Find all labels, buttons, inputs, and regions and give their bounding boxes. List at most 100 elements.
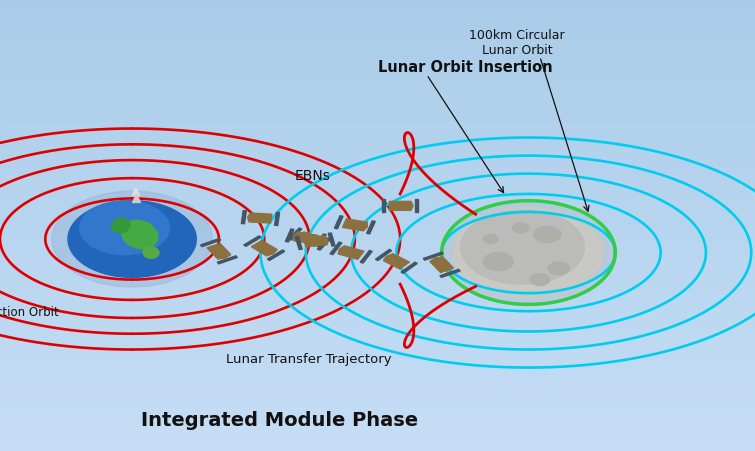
Bar (0, 108, 755, 110)
Polygon shape (285, 229, 294, 242)
Bar (0, 180, 755, 183)
Bar (0, 311, 755, 313)
Bar (0, 106, 755, 108)
Bar (0, 151, 755, 153)
Bar (0, 275, 755, 277)
Bar (0, 356, 755, 359)
Bar (0, 410, 755, 413)
Bar (0, 368, 755, 370)
Bar (0, 214, 755, 216)
Bar (0, 158, 755, 160)
Polygon shape (430, 257, 454, 272)
Bar (0, 63, 755, 65)
Bar (0, 291, 755, 293)
Bar (0, 257, 755, 259)
Bar (0, 363, 755, 365)
Bar (0, 289, 755, 291)
Circle shape (534, 226, 561, 243)
Bar (0, 124, 755, 126)
Polygon shape (304, 236, 328, 247)
Bar (0, 372, 755, 374)
Text: Integrated Module Phase: Integrated Module Phase (140, 411, 418, 430)
Bar (0, 117, 755, 120)
Bar (0, 370, 755, 372)
Bar (0, 413, 755, 415)
Bar (0, 160, 755, 162)
Bar (0, 120, 755, 122)
Polygon shape (275, 212, 279, 226)
Text: ction Orbit: ction Orbit (0, 306, 59, 319)
Bar (0, 90, 755, 92)
Polygon shape (401, 262, 418, 273)
Bar (0, 149, 755, 151)
Bar (0, 404, 755, 406)
Bar (0, 198, 755, 201)
Bar (0, 338, 755, 341)
Bar (0, 440, 755, 442)
Bar (0, 95, 755, 97)
Bar (0, 383, 755, 386)
Polygon shape (317, 238, 331, 250)
Bar (0, 196, 755, 198)
Bar (0, 99, 755, 101)
Bar (0, 442, 755, 444)
Polygon shape (242, 211, 246, 224)
Bar (0, 187, 755, 189)
Bar (0, 325, 755, 327)
Bar (0, 284, 755, 286)
Polygon shape (207, 244, 231, 259)
Polygon shape (367, 221, 375, 234)
Bar (0, 428, 755, 431)
Bar (0, 374, 755, 377)
Bar (0, 381, 755, 383)
Bar (0, 415, 755, 417)
Ellipse shape (122, 221, 158, 249)
Bar (0, 422, 755, 424)
Bar (0, 122, 755, 124)
Bar (0, 68, 755, 70)
Bar (0, 336, 755, 338)
Polygon shape (318, 234, 326, 247)
Bar (0, 437, 755, 440)
Polygon shape (424, 252, 443, 260)
Polygon shape (382, 199, 385, 212)
Bar (0, 327, 755, 329)
Bar (0, 27, 755, 29)
Bar (0, 5, 755, 7)
Bar (0, 221, 755, 223)
Bar (0, 79, 755, 81)
Polygon shape (360, 251, 372, 263)
Bar (0, 388, 755, 390)
Bar (0, 255, 755, 257)
Bar (0, 293, 755, 295)
Bar (0, 169, 755, 171)
Bar (0, 395, 755, 397)
Bar (0, 212, 755, 214)
Bar (0, 0, 755, 2)
Polygon shape (330, 242, 342, 254)
Bar (0, 54, 755, 56)
Bar (0, 156, 755, 158)
Bar (0, 140, 755, 142)
Bar (0, 135, 755, 138)
Bar (0, 83, 755, 86)
Circle shape (461, 210, 584, 284)
Bar (0, 329, 755, 331)
Bar (0, 56, 755, 59)
Ellipse shape (112, 218, 130, 233)
Bar (0, 115, 755, 117)
Bar (0, 401, 755, 404)
Circle shape (530, 274, 550, 285)
Polygon shape (297, 232, 322, 246)
Bar (0, 110, 755, 113)
Bar (0, 298, 755, 300)
Bar (0, 341, 755, 343)
Bar (0, 253, 755, 255)
Bar (0, 144, 755, 147)
Polygon shape (293, 232, 318, 244)
Bar (0, 390, 755, 392)
Bar (0, 147, 755, 149)
Polygon shape (343, 219, 368, 231)
Bar (0, 406, 755, 408)
Bar (0, 192, 755, 194)
